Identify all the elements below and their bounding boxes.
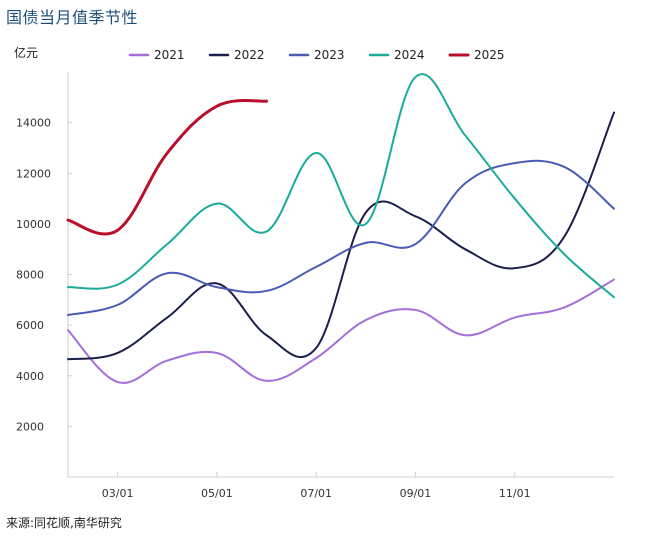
chart-axes	[67, 72, 614, 478]
x-tick-label: 07/01	[300, 487, 332, 500]
legend-item-2022[interactable]: 2022	[208, 48, 265, 62]
legend-item-2025[interactable]: 2025	[448, 48, 505, 62]
series-line-2021	[67, 278, 615, 384]
y-tick-labels: 2000 4000 6000 8000 10000 12000 14000	[16, 117, 72, 433]
y-tick-label: 4000	[16, 370, 44, 383]
legend-label: 2025	[474, 48, 505, 62]
y-tick-label: 10000	[16, 218, 51, 231]
x-tick-labels: 03/01 05/01 07/01 09/01 11/01	[102, 472, 531, 500]
x-tick-label: 11/01	[499, 487, 531, 500]
legend: 2021 2022 2023 2024 2025	[128, 48, 505, 62]
series-line-2024	[67, 73, 615, 299]
legend-item-2023[interactable]: 2023	[288, 48, 345, 62]
x-tick-label: 05/01	[201, 487, 233, 500]
legend-item-2024[interactable]: 2024	[368, 48, 425, 62]
series-lines	[66, 73, 615, 384]
y-tick-label: 6000	[16, 319, 44, 332]
legend-label: 2021	[154, 48, 185, 62]
x-tick-label: 09/01	[400, 487, 432, 500]
y-tick-label: 12000	[16, 167, 51, 180]
legend-label: 2022	[234, 48, 265, 62]
legend-label: 2024	[394, 48, 425, 62]
chart-title: 国债当月值季节性	[6, 8, 139, 27]
series-line-2025	[66, 98, 269, 236]
source-note: 来源:同花顺,南华研究	[6, 516, 122, 530]
y-tick-label: 8000	[16, 269, 44, 282]
series-line-2022	[67, 111, 615, 361]
series-line-2023	[67, 159, 615, 316]
y-axis-unit-label: 亿元	[14, 46, 39, 60]
y-tick-label: 2000	[16, 420, 44, 433]
legend-item-2021[interactable]: 2021	[128, 48, 185, 62]
x-tick-label: 03/01	[102, 487, 134, 500]
legend-label: 2023	[314, 48, 345, 62]
y-tick-label: 14000	[16, 117, 51, 130]
